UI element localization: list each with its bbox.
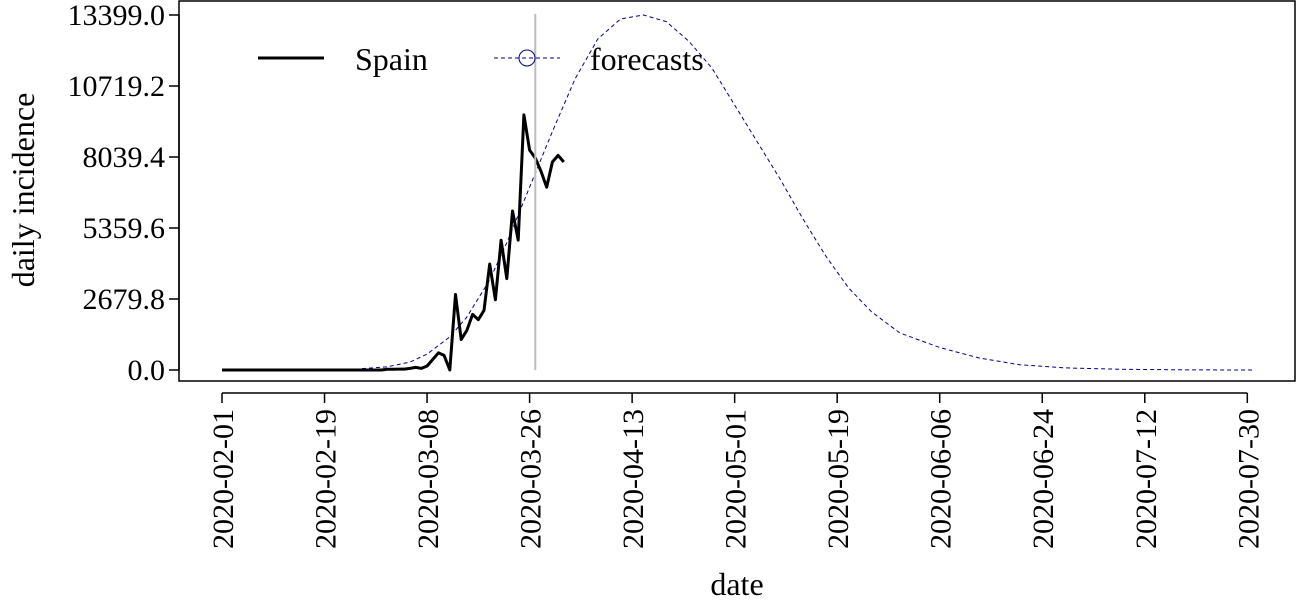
x-tick-label: 2020-07-12 — [1130, 409, 1163, 549]
x-tick-label: 2020-04-13 — [617, 409, 650, 549]
x-tick-label: 2020-03-26 — [515, 409, 548, 549]
x-axis: 2020-02-01 2020-02-19 2020-03-08 2020-03-26… — [207, 392, 1265, 549]
legend-forecasts-label: forecasts — [590, 41, 704, 77]
x-tick-label: 2020-03-08 — [412, 409, 445, 549]
y-tick-label: 8039.4 — [83, 141, 166, 174]
y-tick-label: 2679.8 — [83, 283, 166, 316]
x-tick-label: 2020-06-06 — [925, 409, 958, 549]
plot-frame — [178, 0, 1296, 382]
legend-spain-label: Spain — [355, 41, 428, 77]
observed-series-line — [222, 113, 565, 372]
x-tick-label: 2020-07-30 — [1232, 409, 1265, 549]
x-tick-label: 2020-02-19 — [310, 409, 343, 549]
observed-line-layer — [222, 113, 565, 372]
y-tick-label: 0.0 — [128, 354, 166, 387]
legend-forecasts-marker — [518, 49, 536, 67]
x-tick-label: 2020-06-24 — [1027, 409, 1060, 549]
x-tick-label: 2020-02-01 — [207, 409, 240, 549]
y-axis-title: daily incidence — [5, 93, 41, 288]
x-tick-label: 2020-05-01 — [720, 409, 753, 549]
y-tick-label: 13399.0 — [68, 0, 166, 32]
x-tick-label: 2020-05-19 — [822, 409, 855, 549]
y-axis: 0.0 2679.8 5359.6 8039.4 10719.2 13399.0 — [68, 0, 180, 387]
x-axis-title: date — [710, 566, 763, 600]
legend: Spain forecasts — [258, 41, 704, 77]
y-tick-label: 5359.6 — [83, 212, 166, 245]
y-tick-label: 10719.2 — [68, 70, 166, 103]
